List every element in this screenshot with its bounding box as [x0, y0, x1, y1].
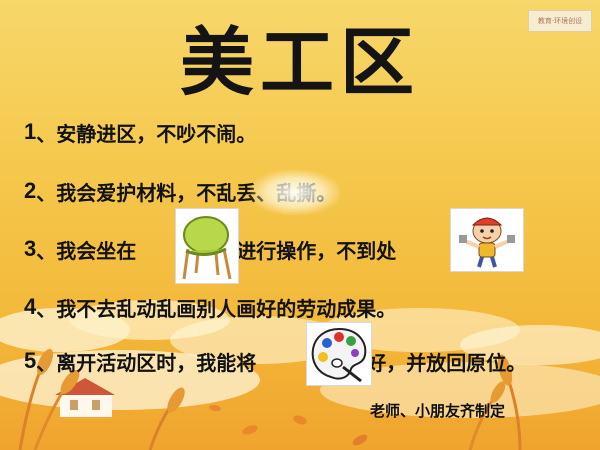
- cloud-scenery: [0, 300, 600, 450]
- light-glare: [250, 170, 340, 215]
- poster-title: 美工区: [180, 20, 420, 106]
- rule-number: 2: [24, 178, 37, 203]
- rule-4: 4 、我不去乱动乱画别人画好的劳动成果。: [24, 292, 396, 322]
- chair-icon: [175, 208, 239, 284]
- rule-text-after: 上进行操作，不到处: [216, 238, 397, 263]
- rule-text: 、我不去乱动乱画别人画好的劳动成果。: [36, 296, 397, 321]
- rule-text-before: 、我会坐在: [36, 238, 137, 263]
- corner-tag: 教育·环境创设: [528, 10, 592, 32]
- rule-text: 、安静进区，不吵不闹。: [36, 121, 257, 146]
- rule-5: 5 、离开活动区时，我能将 整理好，并放回原位。: [24, 346, 526, 376]
- signature: 老师、小朋友齐制定: [370, 402, 506, 420]
- worker-boy-icon: [450, 208, 524, 272]
- rule-number: 3: [24, 236, 37, 261]
- rule-number: 5: [24, 348, 37, 373]
- rule-3: 3 、我会坐在 上进行操作，不到处: [24, 234, 396, 264]
- rule-1: 1 、安静进区，不吵不闹。: [24, 117, 256, 147]
- rule-number: 4: [24, 294, 37, 319]
- rule-number: 1: [24, 119, 37, 144]
- rule-text-before: 、离开活动区时，我能将: [36, 350, 257, 375]
- paint-palette-icon: [306, 322, 372, 386]
